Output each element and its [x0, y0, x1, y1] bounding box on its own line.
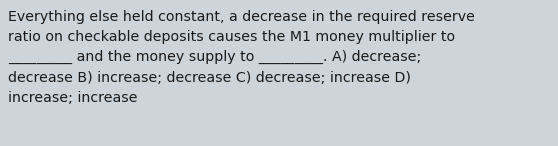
Text: Everything else held constant, a decrease in the required reserve
ratio on check: Everything else held constant, a decreas… — [8, 10, 475, 105]
